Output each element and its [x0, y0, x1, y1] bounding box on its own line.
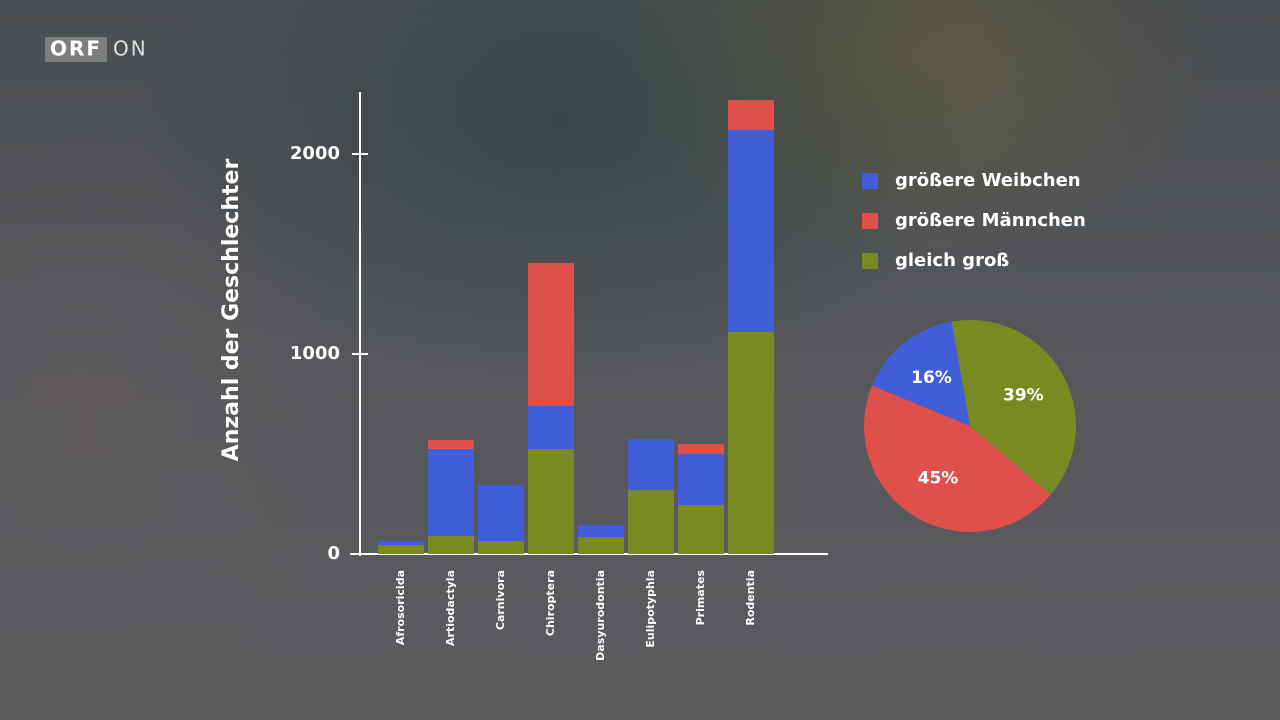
legend-swatch	[862, 173, 878, 189]
bar-segment	[728, 332, 774, 554]
bar-segment	[528, 263, 574, 406]
x-tick-label: Afrosoricida	[394, 570, 407, 645]
x-tick-label: Chiroptera	[544, 570, 557, 636]
x-tick-label: Primates	[694, 570, 707, 626]
bar-segment	[428, 440, 474, 449]
pie-slice	[871, 321, 970, 426]
bar-segment	[728, 130, 774, 332]
legend-swatch	[862, 213, 878, 229]
legend-swatch	[862, 253, 878, 269]
pie-label: 45%	[918, 468, 959, 488]
bar-segment	[678, 505, 724, 554]
bar-segment	[578, 525, 624, 537]
bar-segment	[428, 449, 474, 536]
legend-label: größere Männchen	[895, 210, 1086, 231]
bar-segment	[428, 536, 474, 554]
logo-box	[45, 37, 107, 62]
x-tick-label: Carnivora	[494, 570, 507, 630]
bar-segment	[628, 439, 674, 490]
bar-segment	[378, 545, 424, 554]
bar-segment	[678, 444, 724, 454]
legend-label: gleich groß	[895, 250, 1009, 271]
pie-slice	[864, 385, 1051, 532]
pie-label: 16%	[911, 368, 952, 388]
legend-label: größere Weibchen	[895, 170, 1081, 191]
y-tick-label: 2000	[290, 143, 340, 164]
bar-segment	[628, 490, 674, 554]
bar-segment	[578, 537, 624, 554]
x-tick-label: Artiodactyla	[444, 570, 457, 646]
x-tick-label: Rodentia	[744, 570, 757, 626]
pie-label: 39%	[1003, 385, 1044, 405]
x-tick-label: Eulipotyphla	[644, 570, 657, 648]
bar-segment	[478, 485, 524, 541]
y-tick-label: 0	[327, 543, 340, 564]
y-tick-label: 1000	[290, 343, 340, 364]
bar-segment	[728, 100, 774, 130]
y-axis-label: Anzahl der Geschlechter	[219, 159, 244, 462]
bar-segment	[378, 541, 424, 545]
x-tick-label: Dasyurodontia	[594, 570, 607, 661]
bar-segment	[528, 449, 574, 554]
logo-brand: ORF	[50, 37, 102, 61]
bar-segment	[528, 406, 574, 449]
bar-segment	[678, 454, 724, 505]
logo-suffix: ON	[113, 37, 148, 61]
bar-segment	[478, 541, 524, 554]
pie-slice	[951, 320, 1076, 495]
